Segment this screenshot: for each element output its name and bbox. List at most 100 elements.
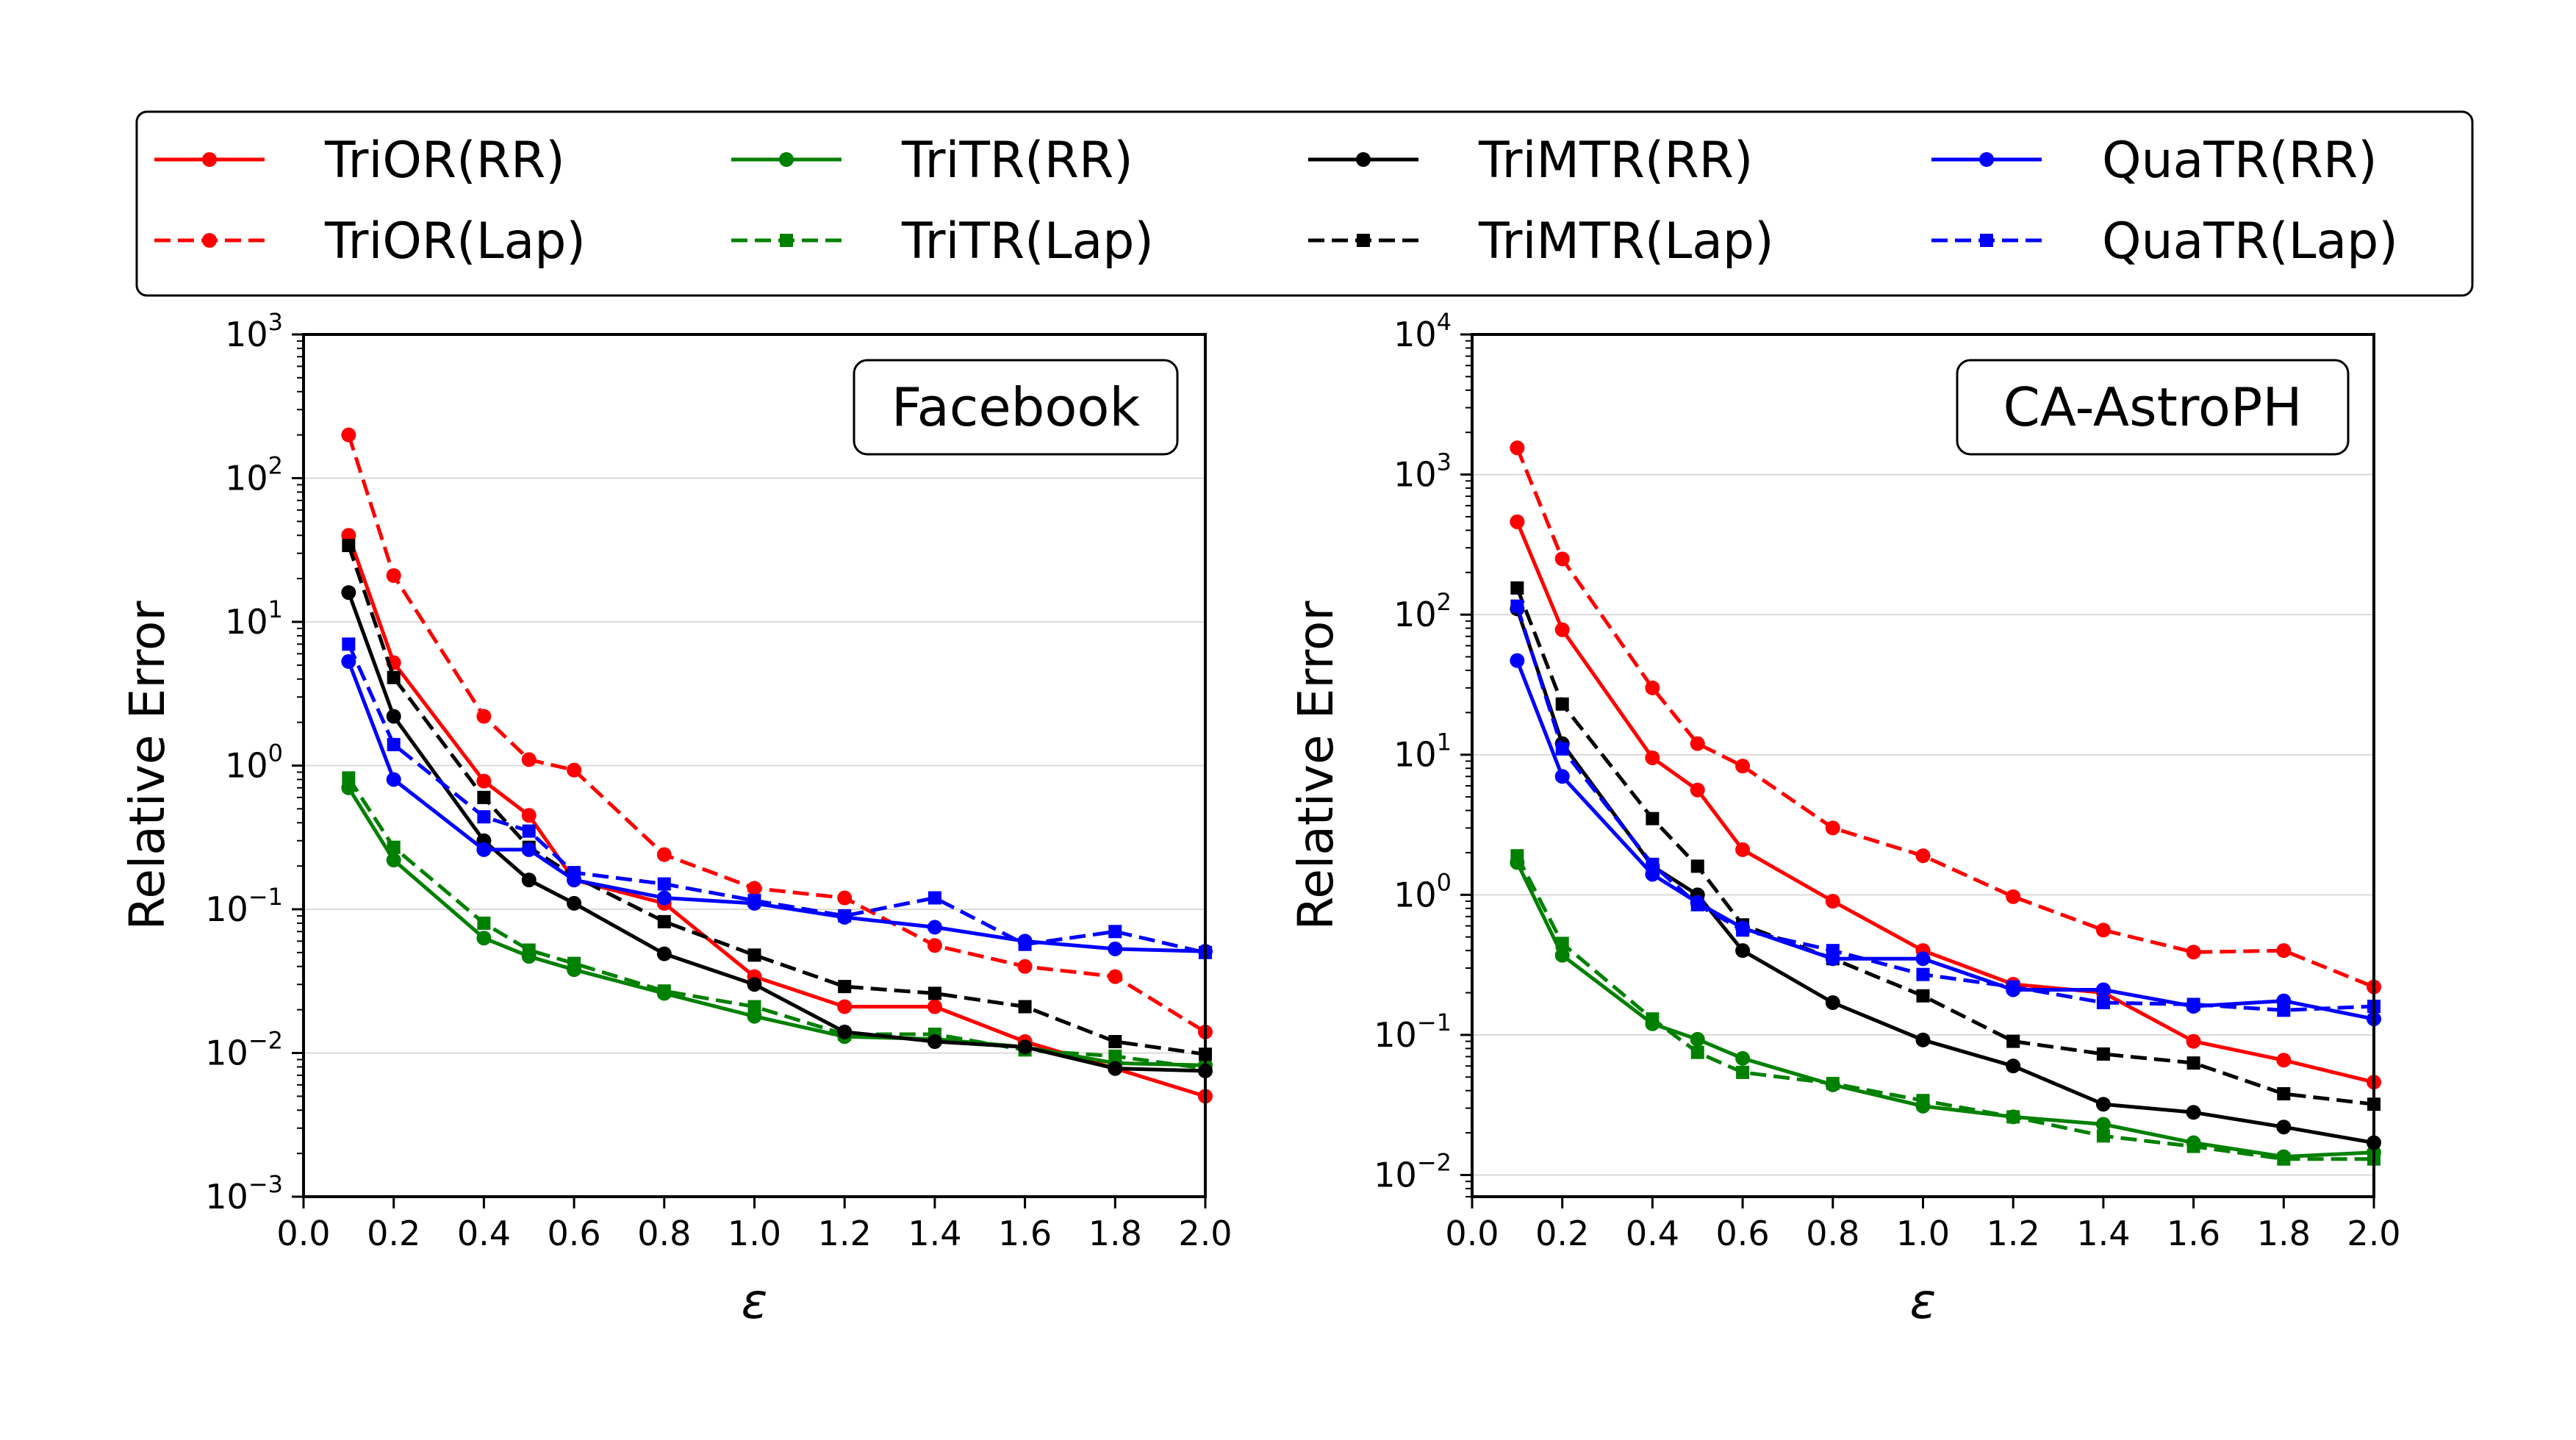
legend-item-tritr-lap: TriTR(Lap) xyxy=(731,212,1154,271)
x-axis-label: ε xyxy=(742,1273,768,1330)
x-tick-label: 0.0 xyxy=(1445,1214,1499,1253)
data-point-tritr-rr xyxy=(1735,1050,1751,1066)
data-point-trior-rr xyxy=(521,808,537,823)
legend-label-quatr-lap: QuaTR(Lap) xyxy=(2102,212,2398,271)
data-point-quatr-lap xyxy=(1916,967,1930,981)
data-point-trimtr-lap xyxy=(2006,1034,2020,1048)
data-point-trior-lap xyxy=(1645,680,1660,695)
series-line-trior-rr xyxy=(347,534,1206,1098)
data-point-trior-lap xyxy=(2186,945,2201,960)
data-point-trior-lap xyxy=(1108,969,1123,984)
y-tick-label: 101 xyxy=(1393,728,1452,775)
data-point-trimtr-rr xyxy=(2006,1058,2021,1074)
legend-marker-trimtr-lap xyxy=(1357,234,1370,247)
data-point-quatr-lap xyxy=(522,824,536,838)
legend-item-quatr-rr: QuaTR(RR) xyxy=(1931,132,2378,190)
data-point-trimtr-lap xyxy=(387,670,401,684)
series-line-trimtr-rr xyxy=(347,592,1206,1073)
data-point-quatr-lap xyxy=(2277,1003,2291,1017)
data-point-tritr-rr xyxy=(2095,1117,2111,1132)
data-point-trimtr-rr xyxy=(2276,1120,2292,1135)
data-point-quatr-lap xyxy=(1690,898,1704,911)
data-point-tritr-lap xyxy=(342,771,356,785)
data-point-tritr-rr xyxy=(386,853,401,868)
dataset-title-box xyxy=(853,359,1179,456)
data-point-quatr-rr xyxy=(341,653,356,669)
y-tick-label: 10−2 xyxy=(205,1027,283,1073)
x-tick-label: 2.0 xyxy=(2347,1214,2400,1253)
x-axis: 0.0 0.2 0.4 0.6 0.8 1.0 1.2 1.4 1.6 1.8 2.0 xyxy=(1445,1197,2401,1253)
data-point-trior-lap xyxy=(521,752,537,767)
x-tick-label: 1.0 xyxy=(1896,1214,1950,1253)
data-point-tritr-lap xyxy=(522,943,536,957)
data-point-trior-rr xyxy=(927,999,942,1014)
x-axis: 0.0 0.2 0.4 0.6 0.8 1.0 1.2 1.4 1.6 1.8 2.0 xyxy=(276,1197,1233,1253)
series-line-tritr-rr xyxy=(1515,862,2375,1159)
data-point-trimtr-rr xyxy=(656,946,672,961)
x-tick-label: 1.6 xyxy=(998,1214,1052,1253)
chart-panel-facebook: 0.0 0.2 0.4 0.6 0.8 1.0 1.2 1.4 1.6 1.8 2.010−310−… xyxy=(119,308,1233,1330)
y-tick-label: 100 xyxy=(225,739,283,786)
legend-marker-trior-rr xyxy=(202,152,217,167)
legend-item-trimtr-lap: TriMTR(Lap) xyxy=(1308,212,1774,271)
x-tick-label: 1.2 xyxy=(818,1214,872,1253)
data-point-trior-lap xyxy=(656,847,672,862)
data-point-quatr-lap xyxy=(342,637,356,651)
x-tick-label: 0.2 xyxy=(1535,1214,1589,1253)
data-point-trior-lap xyxy=(476,709,492,724)
data-point-trior-lap xyxy=(1690,736,1705,751)
data-point-quatr-rr xyxy=(2095,982,2111,997)
data-point-trior-lap xyxy=(927,938,942,953)
data-point-trior-rr xyxy=(1735,842,1751,857)
data-point-tritr-lap xyxy=(1736,1065,1750,1079)
data-point-quatr-lap xyxy=(928,891,941,905)
data-point-quatr-rr xyxy=(1915,951,1931,967)
data-point-trimtr-rr xyxy=(1825,995,1840,1010)
legend-frame xyxy=(135,110,2474,297)
data-point-trimtr-lap xyxy=(657,914,671,928)
x-tick-label: 0.8 xyxy=(1806,1214,1859,1253)
data-point-quatr-lap xyxy=(747,894,761,908)
data-point-quatr-rr xyxy=(656,890,672,906)
data-point-tritr-lap xyxy=(2006,1110,2020,1124)
data-point-trimtr-rr xyxy=(2095,1097,2111,1112)
x-tick-label: 1.0 xyxy=(728,1214,781,1253)
data-point-trior-rr xyxy=(2276,1053,2292,1068)
data-point-tritr-lap xyxy=(567,956,581,970)
y-axis-label: Relative Error xyxy=(1288,601,1344,931)
data-point-trimtr-rr xyxy=(1735,943,1751,959)
data-point-trimtr-rr xyxy=(521,873,537,888)
data-point-tritr-rr xyxy=(1690,1031,1705,1047)
grid-lines xyxy=(1472,473,2374,1176)
x-tick-label: 0.4 xyxy=(457,1214,511,1253)
data-point-trior-rr xyxy=(837,999,853,1014)
data-point-trimtr-rr xyxy=(567,895,582,911)
y-tick-label: 101 xyxy=(225,595,283,642)
data-point-quatr-lap xyxy=(838,909,852,923)
data-point-quatr-lap xyxy=(1646,857,1660,871)
legend: TriOR(RR) TriOR(Lap) TriTR(RR) TriTR(Lap) Tr… xyxy=(135,110,2474,297)
x-tick-label: 1.4 xyxy=(2076,1214,2130,1253)
data-point-trior-rr xyxy=(1510,514,1525,529)
y-axis: 10−3 10−2 10−1 100 101 102 103 xyxy=(205,308,304,1217)
data-point-tritr-rr xyxy=(476,931,492,946)
data-point-trior-lap xyxy=(341,427,356,443)
data-point-trimtr-lap xyxy=(2277,1086,2291,1100)
legend-marker-trior-lap xyxy=(202,233,217,248)
legend-item-trior-rr: TriOR(RR) xyxy=(154,132,565,190)
data-point-tritr-lap xyxy=(747,1000,761,1014)
y-tick-label: 10−2 xyxy=(1374,1148,1452,1194)
data-point-quatr-lap xyxy=(657,877,671,891)
data-point-quatr-lap xyxy=(1736,923,1750,937)
data-point-trimtr-rr xyxy=(2186,1105,2201,1120)
data-point-trimtr-rr xyxy=(1915,1032,1931,1047)
legend-label-trimtr-rr: TriMTR(RR) xyxy=(1478,132,1753,190)
y-tick-label: 10−3 xyxy=(205,1170,283,1217)
data-point-trior-rr xyxy=(1554,622,1570,637)
data-point-tritr-lap xyxy=(1555,936,1569,950)
series-line-quatr-lap xyxy=(347,643,1206,955)
legend-marker-tritr-lap xyxy=(780,234,793,247)
data-point-quatr-lap xyxy=(567,866,581,880)
x-tick-label: 0.6 xyxy=(1716,1214,1770,1253)
y-tick-label: 10−1 xyxy=(205,883,283,929)
